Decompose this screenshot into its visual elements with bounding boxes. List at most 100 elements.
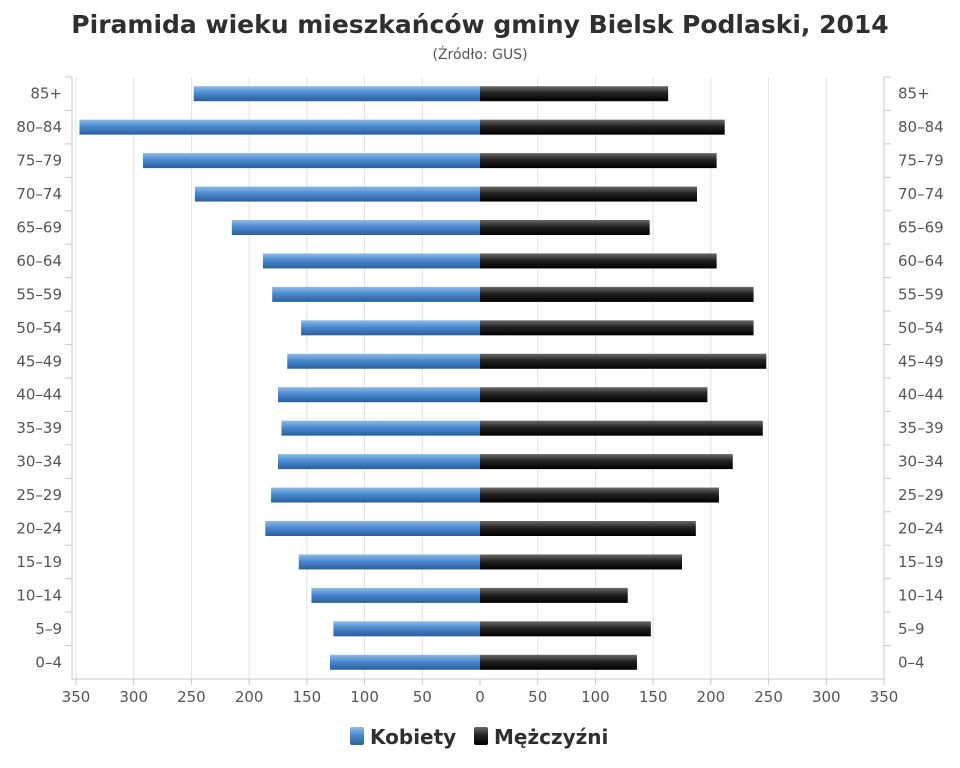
x-tick-label: 100 <box>581 688 610 706</box>
category-labels-right: 0–4 5–9 10–14 15–19 20–24 25–29 30–34 35–39 40–4… <box>898 85 944 672</box>
bar-mezczyzni[interactable] <box>480 253 717 269</box>
bar-mezczyzni[interactable] <box>480 320 754 336</box>
category-label: 50–54 <box>898 319 944 337</box>
category-label: 30–34 <box>898 453 944 471</box>
x-tick-label: 100 <box>350 688 379 706</box>
chart-title: Piramida wieku mieszkańców gminy Bielsk … <box>71 10 888 39</box>
bar-mezczyzni[interactable] <box>480 587 628 603</box>
bar-mezczyzni[interactable] <box>480 86 669 102</box>
x-tick-label: 200 <box>235 688 264 706</box>
x-tick-label: 350 <box>870 688 899 706</box>
category-label: 5–9 <box>35 620 62 638</box>
category-label: 10–14 <box>898 586 944 604</box>
category-label: 60–64 <box>16 252 62 270</box>
category-label: 25–29 <box>16 486 62 504</box>
legend-swatch-kobiety[interactable] <box>350 727 364 745</box>
bar-mezczyzni[interactable] <box>480 521 696 536</box>
x-tick-labels: 350 300 250 200 150 100 50 0 50 100 150 200 250 300 35… <box>62 688 899 706</box>
category-label: 65–69 <box>16 219 62 237</box>
bar-mezczyzni[interactable] <box>480 153 717 169</box>
category-label: 40–44 <box>16 386 62 404</box>
category-label: 0–4 <box>898 653 925 671</box>
bar-kobiety[interactable] <box>329 654 480 670</box>
x-tick-label: 300 <box>812 688 841 706</box>
x-tick-label: 300 <box>119 688 148 706</box>
bar-mezczyzni[interactable] <box>480 186 698 202</box>
category-label: 5–9 <box>898 620 925 638</box>
bar-mezczyzni[interactable] <box>480 387 708 403</box>
bar-kobiety[interactable] <box>262 253 480 269</box>
bar-mezczyzni[interactable] <box>480 420 763 436</box>
category-label: 15–19 <box>16 553 62 571</box>
category-label: 30–34 <box>16 453 62 471</box>
category-label: 55–59 <box>16 285 62 303</box>
x-tick-label: 50 <box>528 688 547 706</box>
bar-kobiety[interactable] <box>298 554 480 570</box>
category-label: 45–49 <box>898 352 944 370</box>
bar-kobiety[interactable] <box>311 587 480 603</box>
bar-kobiety[interactable] <box>287 353 480 369</box>
bar-kobiety[interactable] <box>272 286 480 302</box>
bar-mezczyzni[interactable] <box>480 220 650 235</box>
bar-mezczyzni[interactable] <box>480 654 637 670</box>
bar-mezczyzni[interactable] <box>480 454 733 470</box>
bar-mezczyzni[interactable] <box>480 353 767 369</box>
bar-kobiety[interactable] <box>301 320 480 336</box>
category-label: 35–39 <box>898 419 944 437</box>
category-label: 75–79 <box>898 152 944 170</box>
bar-kobiety[interactable] <box>271 487 480 503</box>
legend-label-kobiety[interactable]: Kobiety <box>370 725 456 749</box>
category-label: 80–84 <box>16 118 62 136</box>
category-label: 80–84 <box>898 118 944 136</box>
x-tick-label: 150 <box>639 688 668 706</box>
category-label: 55–59 <box>898 285 944 303</box>
chart-subtitle: (Źródło: GUS) <box>432 45 527 63</box>
bars-layer <box>79 86 767 670</box>
x-tick-label: 250 <box>177 688 206 706</box>
category-label: 60–64 <box>898 252 944 270</box>
bar-kobiety[interactable] <box>278 387 480 403</box>
category-label: 70–74 <box>16 185 62 203</box>
axis-layer <box>65 76 891 685</box>
category-label: 75–79 <box>16 152 62 170</box>
bar-kobiety[interactable] <box>193 86 481 102</box>
category-label: 15–19 <box>898 553 944 571</box>
bar-mezczyzni[interactable] <box>480 554 682 570</box>
x-tick-label: 150 <box>293 688 322 706</box>
bar-kobiety[interactable] <box>265 521 480 536</box>
category-label: 50–54 <box>16 319 62 337</box>
category-label: 85+ <box>898 85 930 103</box>
category-label: 20–24 <box>16 520 62 538</box>
bar-mezczyzni[interactable] <box>480 621 651 637</box>
bar-kobiety[interactable] <box>231 220 480 235</box>
bar-kobiety[interactable] <box>142 153 480 169</box>
bar-kobiety[interactable] <box>79 119 480 135</box>
category-labels-left: 0–4 5–9 10–14 15–19 20–24 25–29 30–34 35–39 40–4… <box>16 85 62 672</box>
category-label: 35–39 <box>16 419 62 437</box>
bar-mezczyzni[interactable] <box>480 119 725 135</box>
category-label: 70–74 <box>898 185 944 203</box>
category-label: 85+ <box>30 85 62 103</box>
x-tick-label: 200 <box>697 688 726 706</box>
x-tick-label: 50 <box>413 688 432 706</box>
x-tick-label: 0 <box>475 688 485 706</box>
category-label: 10–14 <box>16 586 62 604</box>
x-tick-label: 250 <box>754 688 783 706</box>
category-label: 25–29 <box>898 486 944 504</box>
category-label: 40–44 <box>898 386 944 404</box>
category-label: 65–69 <box>898 219 944 237</box>
bar-kobiety[interactable] <box>333 621 480 637</box>
x-tick-label: 350 <box>62 688 91 706</box>
bar-kobiety[interactable] <box>278 454 480 470</box>
legend-swatch-mezczyzni[interactable] <box>474 727 488 745</box>
bar-mezczyzni[interactable] <box>480 286 754 302</box>
bar-kobiety[interactable] <box>194 186 481 202</box>
legend-label-mezczyzni[interactable]: Mężczyźni <box>494 725 608 749</box>
category-label: 45–49 <box>16 352 62 370</box>
category-label: 0–4 <box>35 653 62 671</box>
bar-kobiety[interactable] <box>281 420 480 436</box>
bar-mezczyzni[interactable] <box>480 487 719 503</box>
legend: Kobiety Mężczyźni <box>350 725 608 749</box>
category-label: 20–24 <box>898 520 944 538</box>
